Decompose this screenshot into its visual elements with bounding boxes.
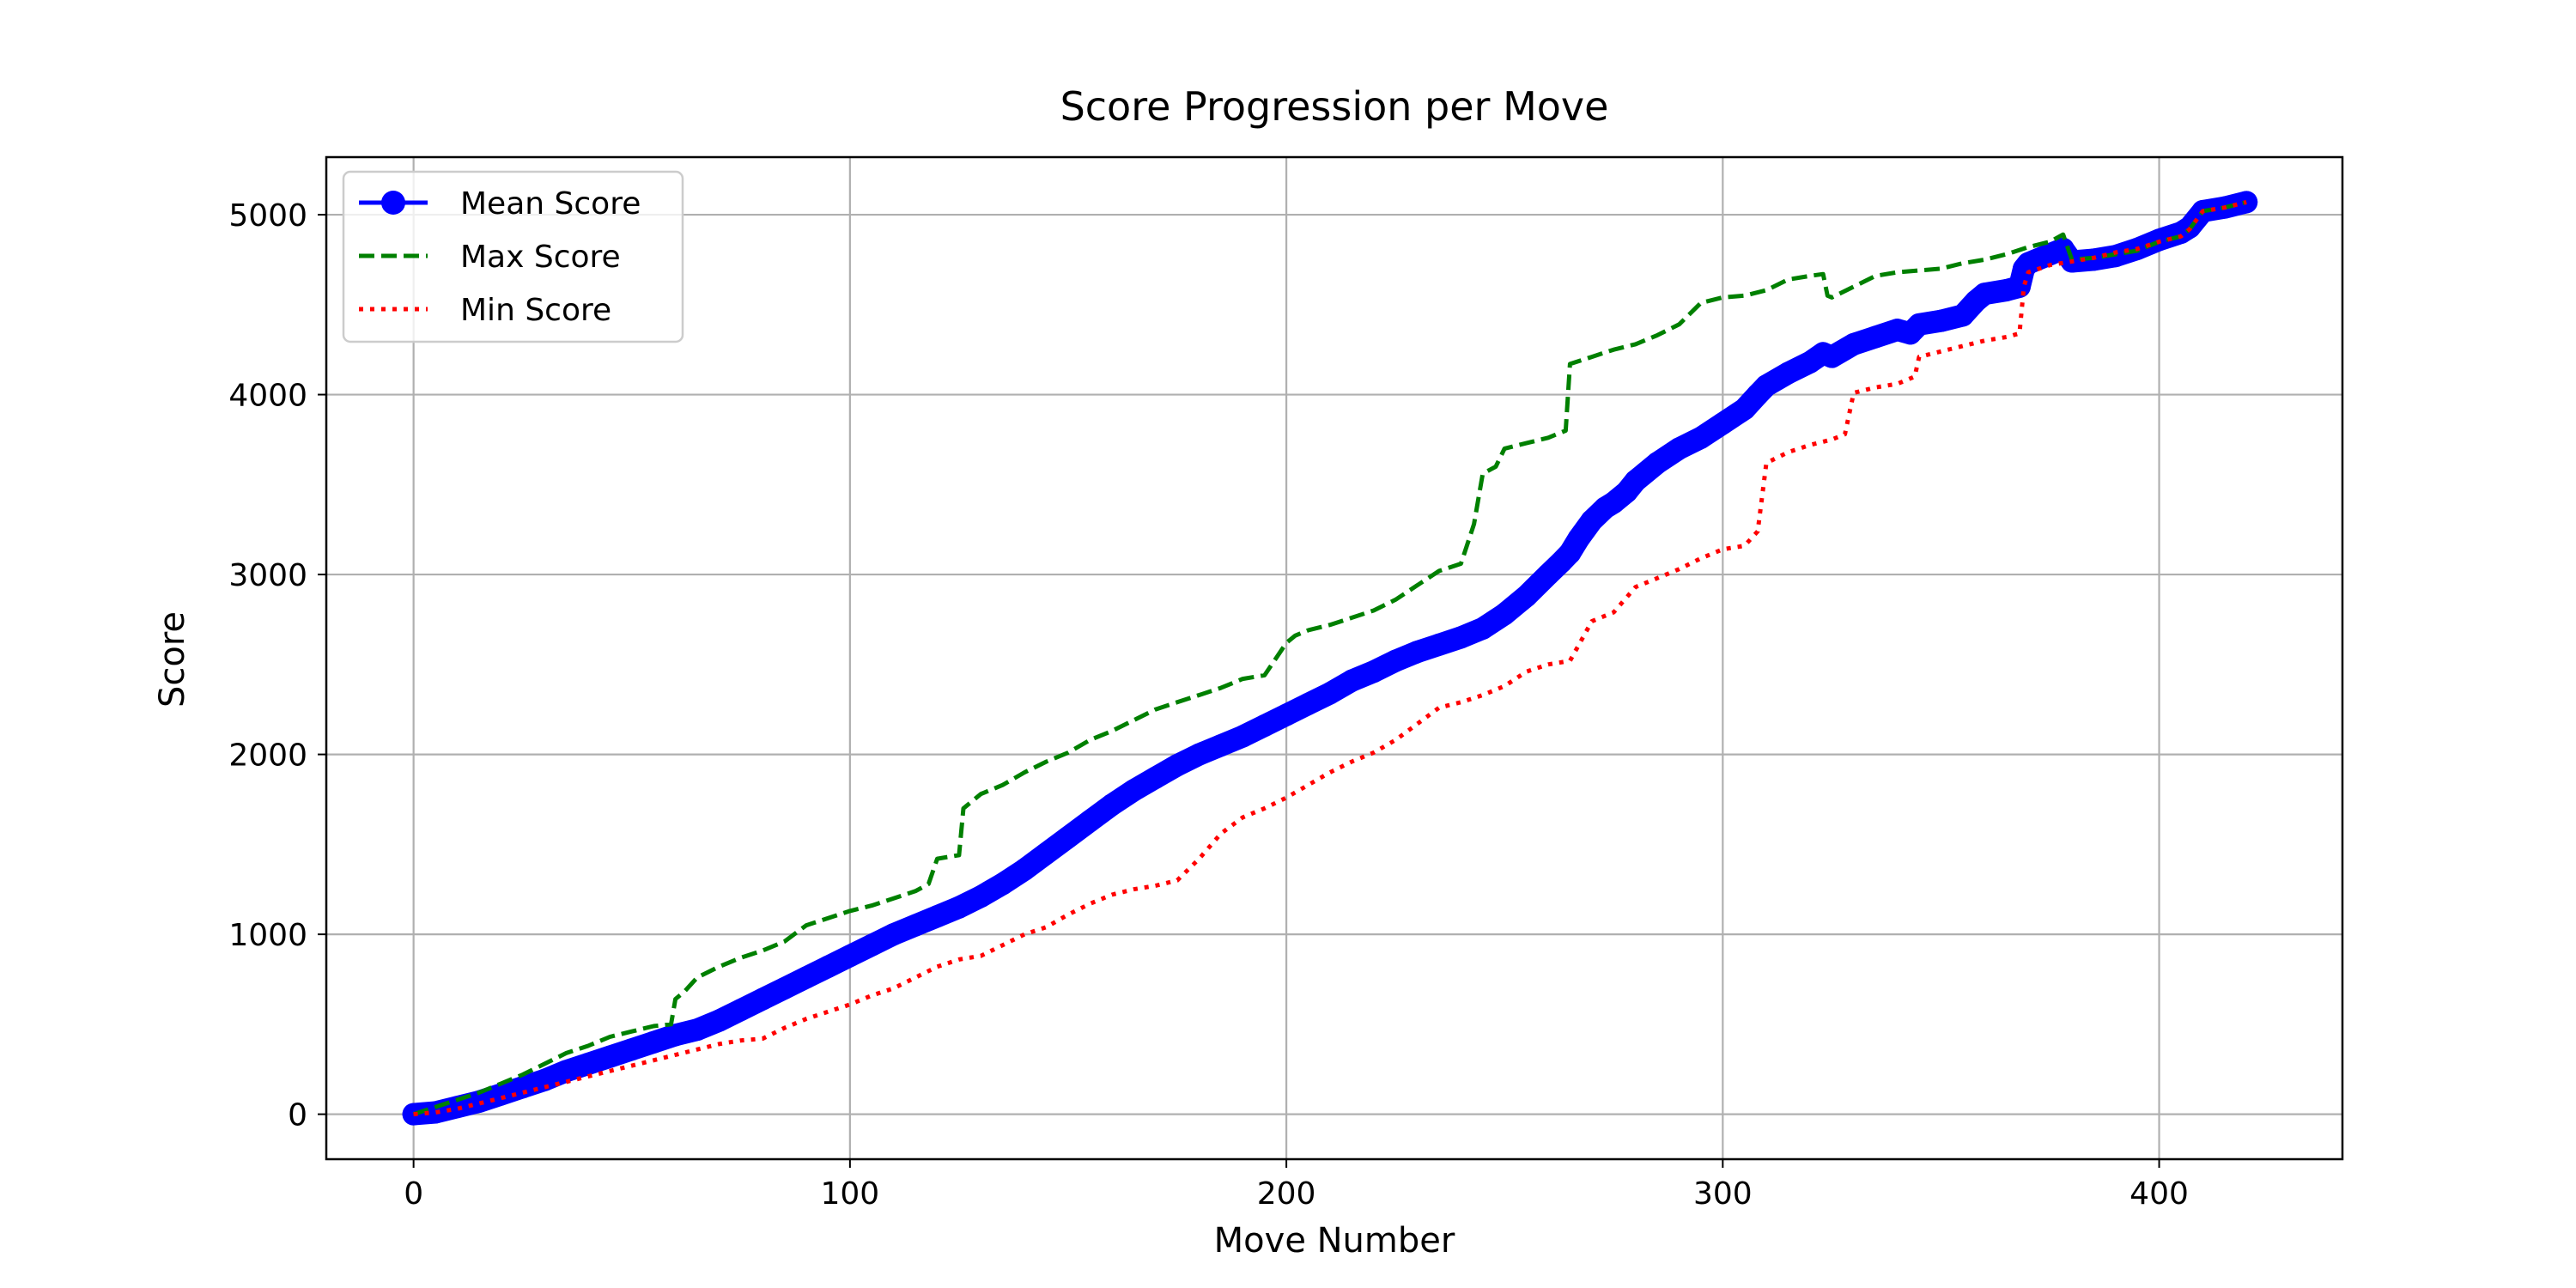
max-score-line — [412, 199, 2247, 1116]
mean-score-line — [413, 200, 2247, 1116]
x-tick-label: 0 — [404, 1176, 423, 1212]
chart-title: Score Progression per Move — [1060, 83, 1609, 130]
legend-label: Max Score — [460, 240, 621, 275]
legend-item-min-score: Min Score — [359, 293, 611, 328]
y-tick-label: 4000 — [228, 379, 307, 414]
grid — [326, 157, 2342, 1159]
plot-frame — [325, 155, 2344, 1161]
x-tick-label: 300 — [1693, 1176, 1753, 1212]
min-score-line — [413, 199, 2247, 1117]
y-tick-label: 3000 — [228, 558, 307, 593]
x-tick-label: 100 — [821, 1176, 880, 1212]
y-tick-label: 2000 — [228, 738, 307, 774]
legend-item-max-score: Max Score — [359, 240, 621, 275]
x-tick-label: 200 — [1257, 1176, 1316, 1212]
x-tick-label: 400 — [2129, 1176, 2189, 1212]
series-layer — [402, 191, 2258, 1126]
legend-label: Mean Score — [460, 186, 641, 222]
y-tick-label: 1000 — [228, 918, 307, 953]
y-axis-title: Score — [153, 611, 192, 708]
y-tick-label: 5000 — [228, 198, 307, 234]
legend-box — [342, 170, 684, 343]
x-axis-title: Move Number — [1214, 1221, 1455, 1261]
y-tick-label: 0 — [288, 1098, 307, 1133]
legend-item-mean-score: Mean Score — [359, 186, 641, 222]
legend-label: Min Score — [460, 293, 611, 328]
legend-swatch-marker — [381, 191, 405, 215]
series-min-score — [413, 199, 2247, 1117]
legend: Mean Score Max Score Min Score — [342, 170, 684, 343]
series-mean-score — [402, 191, 2258, 1126]
series-max-score — [412, 199, 2247, 1116]
